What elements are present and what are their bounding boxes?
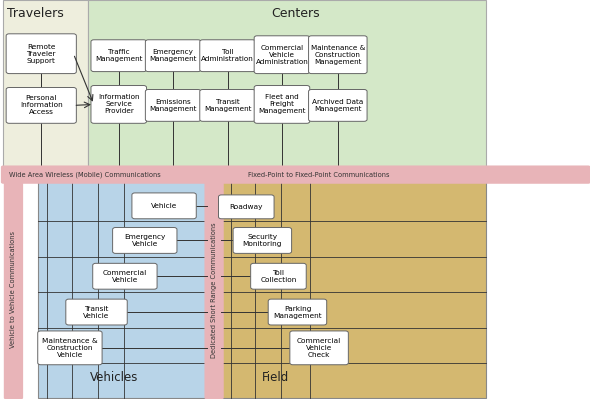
Text: Emergency
Management: Emergency Management xyxy=(149,49,197,62)
FancyBboxPatch shape xyxy=(6,87,76,123)
Text: Vehicles: Vehicles xyxy=(90,371,139,383)
Text: Dedicated Short Range Communications: Dedicated Short Range Communications xyxy=(211,222,217,358)
Text: Commercial
Vehicle
Administration: Commercial Vehicle Administration xyxy=(255,45,309,65)
Bar xyxy=(214,173,486,398)
FancyBboxPatch shape xyxy=(254,36,310,73)
Text: Maintenance &
Construction
Management: Maintenance & Construction Management xyxy=(310,45,365,65)
FancyBboxPatch shape xyxy=(233,227,291,253)
FancyBboxPatch shape xyxy=(145,40,201,71)
Text: Travelers: Travelers xyxy=(7,8,64,20)
Text: Commercial
Vehicle: Commercial Vehicle xyxy=(103,270,147,283)
FancyBboxPatch shape xyxy=(218,195,274,219)
FancyBboxPatch shape xyxy=(200,40,255,71)
Text: Parking
Management: Parking Management xyxy=(273,306,322,318)
FancyBboxPatch shape xyxy=(200,89,255,121)
FancyBboxPatch shape xyxy=(1,166,590,184)
Text: Roadway: Roadway xyxy=(230,204,263,210)
FancyBboxPatch shape xyxy=(290,331,348,365)
FancyBboxPatch shape xyxy=(145,89,201,121)
Text: Information
Service
Provider: Information Service Provider xyxy=(98,95,139,115)
FancyBboxPatch shape xyxy=(6,34,76,73)
Text: Toll
Collection: Toll Collection xyxy=(260,270,297,283)
Text: Security
Monitoring: Security Monitoring xyxy=(242,234,282,247)
Text: Transit
Management: Transit Management xyxy=(204,99,251,112)
Text: Vehicle: Vehicle xyxy=(151,203,177,209)
FancyBboxPatch shape xyxy=(38,331,102,365)
FancyBboxPatch shape xyxy=(4,181,23,399)
Text: Remote
Traveler
Support: Remote Traveler Support xyxy=(27,44,56,64)
FancyBboxPatch shape xyxy=(268,299,327,325)
Text: Field: Field xyxy=(261,371,289,383)
Bar xyxy=(38,173,208,398)
FancyBboxPatch shape xyxy=(93,263,157,289)
FancyBboxPatch shape xyxy=(309,89,367,121)
Text: Centers: Centers xyxy=(271,8,320,20)
Text: Fixed-Point to Fixed-Point Communications: Fixed-Point to Fixed-Point Communication… xyxy=(248,172,390,178)
Text: Traffic
Management: Traffic Management xyxy=(95,49,143,62)
Text: Vehicle to Vehicle Communications: Vehicle to Vehicle Communications xyxy=(11,231,17,348)
Text: Archived Data
Management: Archived Data Management xyxy=(312,99,363,112)
FancyBboxPatch shape xyxy=(66,299,127,325)
FancyBboxPatch shape xyxy=(309,36,367,73)
Bar xyxy=(3,0,88,173)
Text: Personal
Information
Access: Personal Information Access xyxy=(20,95,63,115)
FancyBboxPatch shape xyxy=(205,181,224,399)
Text: Wide Area Wireless (Mobile) Communications: Wide Area Wireless (Mobile) Communicatio… xyxy=(9,172,161,178)
Text: Emissions
Management: Emissions Management xyxy=(149,99,197,112)
FancyBboxPatch shape xyxy=(113,227,177,253)
Text: Fleet and
Freight
Management: Fleet and Freight Management xyxy=(258,95,306,115)
Text: Toll
Administration: Toll Administration xyxy=(201,49,254,62)
FancyBboxPatch shape xyxy=(132,193,196,219)
Text: Emergency
Vehicle: Emergency Vehicle xyxy=(124,234,165,247)
FancyBboxPatch shape xyxy=(91,85,146,123)
Text: Maintenance &
Construction
Vehicle: Maintenance & Construction Vehicle xyxy=(42,338,98,358)
Text: Transit
Vehicle: Transit Vehicle xyxy=(83,306,110,318)
Bar xyxy=(88,0,486,173)
FancyBboxPatch shape xyxy=(251,263,306,289)
Text: Commercial
Vehicle
Check: Commercial Vehicle Check xyxy=(297,338,341,358)
FancyBboxPatch shape xyxy=(254,85,310,123)
FancyBboxPatch shape xyxy=(91,40,146,71)
